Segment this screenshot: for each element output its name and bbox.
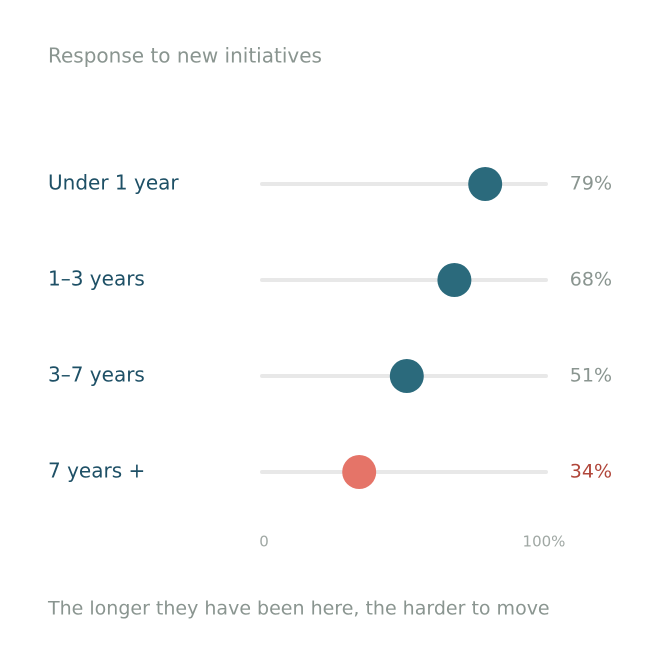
category-label: 1–3 years bbox=[48, 267, 145, 291]
value-label: 51% bbox=[570, 365, 612, 387]
caption: The longer they have been here, the hard… bbox=[47, 598, 550, 620]
x-tick-label: 0 bbox=[259, 533, 269, 551]
dot bbox=[342, 455, 377, 489]
dot bbox=[468, 167, 503, 201]
category-label: 7 years + bbox=[48, 459, 145, 483]
dot bbox=[437, 263, 472, 297]
value-label: 68% bbox=[570, 269, 612, 291]
value-label: 79% bbox=[570, 173, 612, 195]
chart-title: Response to new initiatives bbox=[48, 44, 322, 68]
dot bbox=[389, 359, 424, 393]
category-label: 3–7 years bbox=[48, 363, 145, 387]
x-tick-label: 100% bbox=[523, 533, 566, 551]
category-label: Under 1 year bbox=[48, 171, 179, 195]
value-label: 34% bbox=[570, 461, 612, 483]
